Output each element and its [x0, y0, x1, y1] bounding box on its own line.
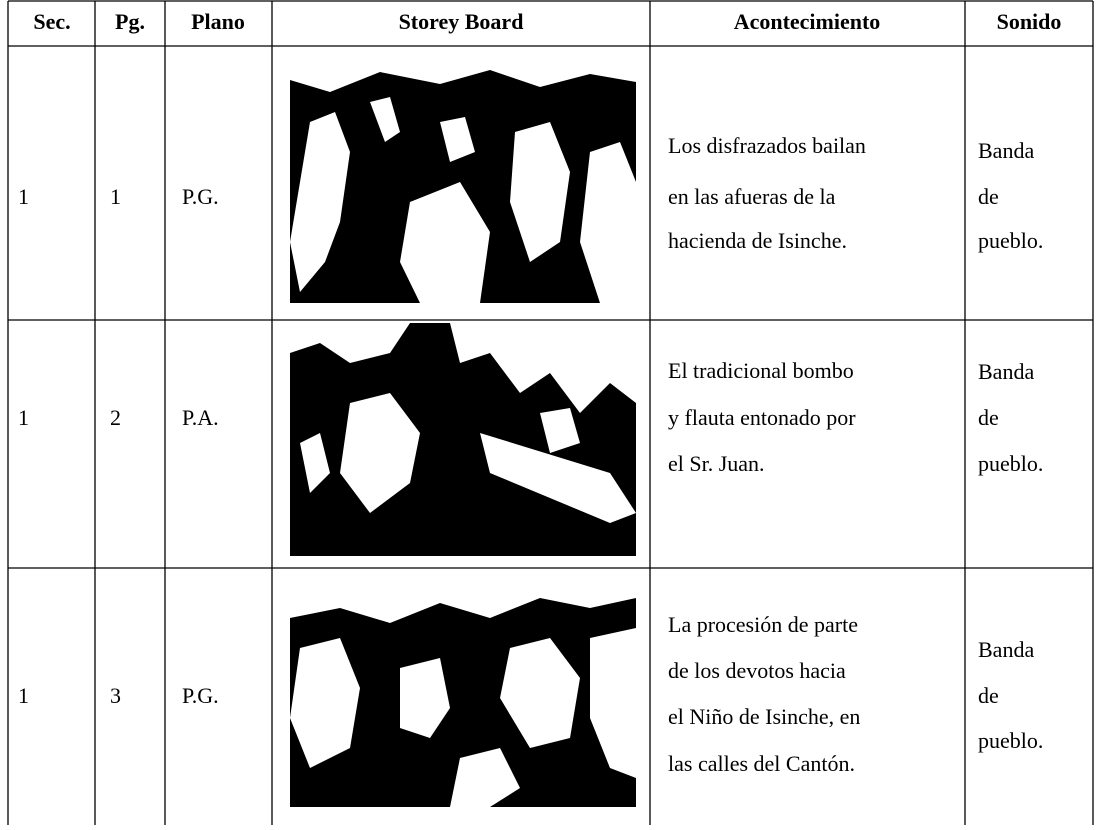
- plano-cell: P.G.: [182, 184, 219, 209]
- sonido-line: pueblo.: [978, 451, 1043, 476]
- acontecimiento-line: el Sr. Juan.: [668, 451, 765, 476]
- storyboard-image: [290, 323, 636, 556]
- column-header: Pg.: [115, 9, 145, 34]
- acontecimiento-line: La procesión de parte: [668, 612, 858, 637]
- table-borders: [7, 0, 1094, 825]
- sonido-line: pueblo.: [978, 228, 1043, 253]
- acontecimiento-line: el Niño de Isinche, en: [668, 704, 860, 729]
- sonido-line: de: [978, 184, 999, 209]
- storyboard-image: [290, 578, 636, 807]
- sonido-line: de: [978, 683, 999, 708]
- acontecimiento-line: Los disfrazados bailan: [668, 133, 866, 158]
- column-header: Plano: [191, 9, 245, 34]
- acontecimiento-line: las calles del Cantón.: [668, 751, 855, 776]
- column-header: Sec.: [33, 9, 70, 34]
- storyboard-image: [290, 62, 636, 303]
- sonido-line: Banda: [978, 359, 1034, 384]
- pg-cell: 2: [110, 405, 121, 430]
- pg-cell: 3: [110, 683, 121, 708]
- acontecimiento-line: hacienda de Isinche.: [668, 228, 847, 253]
- sonido-line: pueblo.: [978, 728, 1043, 753]
- sec-cell: 1: [18, 184, 29, 209]
- acontecimiento-line: en las afueras de la: [668, 184, 836, 209]
- acontecimiento-line: de los devotos hacia: [668, 658, 846, 683]
- acontecimiento-line: y flauta entonado por: [668, 405, 856, 430]
- column-header: Acontecimiento: [734, 9, 881, 34]
- plano-cell: P.A.: [182, 405, 219, 430]
- acontecimiento-line: El tradicional bombo: [668, 358, 854, 383]
- sec-cell: 1: [18, 405, 29, 430]
- pg-cell: 1: [110, 184, 121, 209]
- sonido-line: de: [978, 405, 999, 430]
- plano-cell: P.G.: [182, 683, 219, 708]
- sonido-line: Banda: [978, 138, 1034, 163]
- sonido-line: Banda: [978, 637, 1034, 662]
- sec-cell: 1: [18, 683, 29, 708]
- column-header: Storey Board: [399, 9, 524, 34]
- column-header: Sonido: [997, 9, 1062, 34]
